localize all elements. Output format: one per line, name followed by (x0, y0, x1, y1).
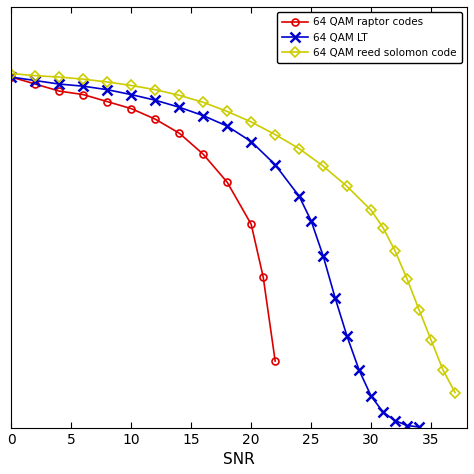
64 QAM reed solomon code (248, 119, 254, 125)
64 QAM raptor codes (260, 274, 266, 280)
64 QAM reed solomon code (81, 76, 86, 82)
64 QAM reed solomon code (452, 390, 458, 395)
64 QAM raptor codes (176, 130, 182, 136)
64 QAM reed solomon code (9, 71, 14, 76)
64 QAM reed solomon code (56, 74, 62, 80)
64 QAM reed solomon code (32, 73, 38, 79)
64 QAM LT (380, 410, 386, 415)
X-axis label: SNR: SNR (223, 452, 255, 467)
64 QAM LT (104, 87, 110, 92)
64 QAM reed solomon code (273, 132, 278, 137)
64 QAM raptor codes (153, 116, 158, 122)
64 QAM LT (344, 334, 350, 339)
64 QAM reed solomon code (320, 163, 326, 169)
64 QAM reed solomon code (368, 208, 374, 213)
64 QAM reed solomon code (153, 87, 158, 92)
64 QAM reed solomon code (404, 276, 410, 282)
64 QAM reed solomon code (296, 146, 302, 151)
64 QAM reed solomon code (392, 248, 398, 254)
Line: 64 QAM reed solomon code: 64 QAM reed solomon code (8, 70, 458, 396)
64 QAM LT (153, 97, 158, 103)
64 QAM reed solomon code (176, 92, 182, 98)
64 QAM LT (404, 423, 410, 428)
64 QAM raptor codes (104, 99, 110, 104)
64 QAM LT (56, 81, 62, 87)
Line: 64 QAM raptor codes: 64 QAM raptor codes (8, 73, 279, 365)
64 QAM LT (356, 367, 362, 373)
64 QAM raptor codes (224, 179, 230, 185)
64 QAM LT (273, 162, 278, 167)
64 QAM reed solomon code (224, 109, 230, 114)
64 QAM LT (248, 139, 254, 145)
64 QAM reed solomon code (428, 337, 434, 343)
64 QAM reed solomon code (104, 79, 110, 85)
64 QAM LT (392, 418, 398, 423)
64 QAM reed solomon code (416, 307, 422, 313)
64 QAM raptor codes (81, 92, 86, 98)
64 QAM LT (224, 123, 230, 129)
64 QAM LT (320, 253, 326, 259)
64 QAM raptor codes (248, 221, 254, 227)
64 QAM raptor codes (56, 88, 62, 94)
Legend: 64 QAM raptor codes, 64 QAM LT, 64 QAM reed solomon code: 64 QAM raptor codes, 64 QAM LT, 64 QAM r… (277, 12, 462, 63)
64 QAM LT (32, 78, 38, 83)
64 QAM LT (201, 113, 206, 118)
64 QAM LT (128, 92, 134, 98)
64 QAM LT (296, 193, 302, 199)
64 QAM reed solomon code (380, 225, 386, 231)
64 QAM LT (368, 393, 374, 399)
64 QAM raptor codes (201, 151, 206, 157)
64 QAM reed solomon code (344, 183, 350, 189)
64 QAM LT (308, 218, 314, 224)
64 QAM LT (416, 424, 422, 430)
64 QAM reed solomon code (440, 367, 446, 373)
64 QAM reed solomon code (201, 100, 206, 105)
64 QAM raptor codes (128, 106, 134, 111)
64 QAM LT (9, 74, 14, 80)
64 QAM raptor codes (9, 74, 14, 80)
64 QAM reed solomon code (128, 82, 134, 88)
64 QAM LT (81, 83, 86, 89)
64 QAM LT (332, 295, 338, 301)
Line: 64 QAM LT: 64 QAM LT (7, 72, 424, 432)
64 QAM raptor codes (32, 81, 38, 87)
64 QAM LT (176, 104, 182, 110)
64 QAM raptor codes (273, 358, 278, 364)
